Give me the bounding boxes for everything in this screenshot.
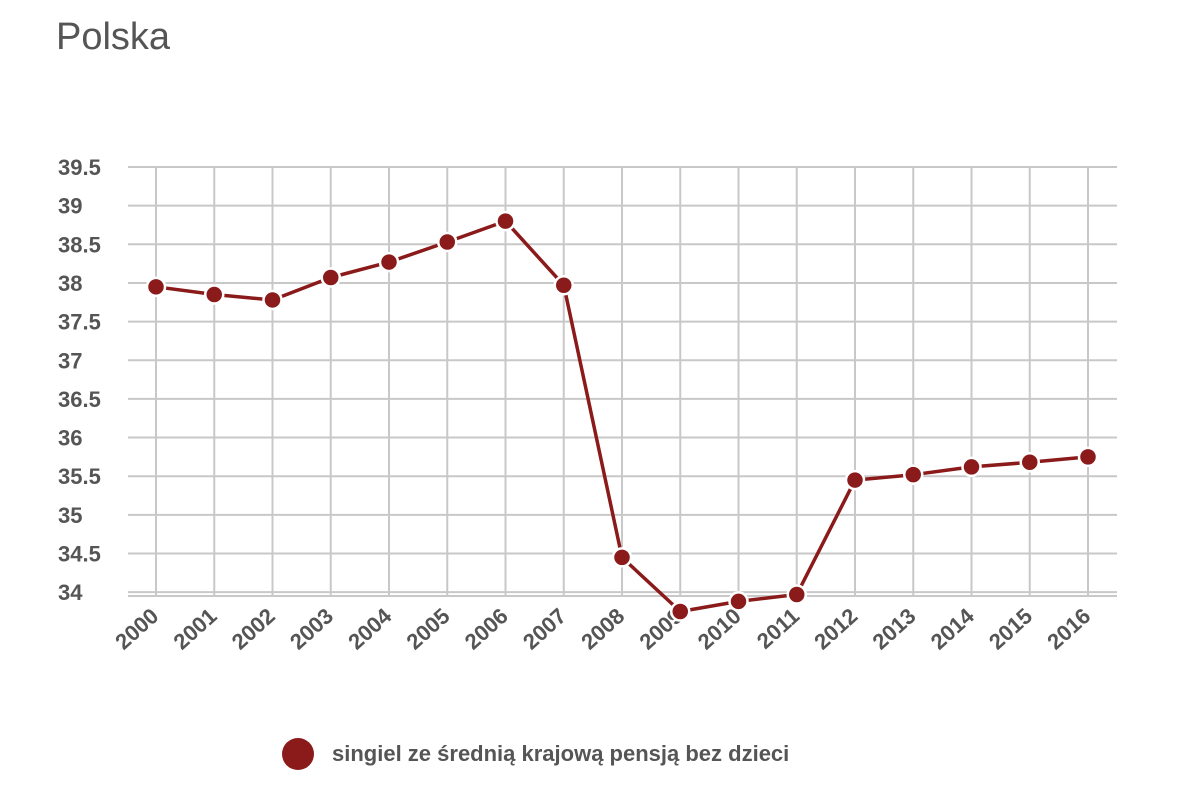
x-tick-label: 2006 — [460, 603, 513, 654]
y-tick-label: 38 — [58, 271, 82, 296]
data-point — [495, 210, 516, 232]
y-tick-label: 34 — [58, 580, 83, 605]
x-tick-label: 2004 — [343, 603, 397, 655]
x-tick-label: 2001 — [168, 603, 221, 654]
page-title: Polska — [56, 16, 171, 58]
x-tick-label: 2003 — [285, 603, 338, 654]
data-point — [786, 584, 807, 605]
x-tick-label: 2005 — [401, 603, 454, 654]
chart-legend: singiel ze średnią krajową pensją bez dz… — [282, 738, 789, 770]
x-tick-label: 2013 — [867, 603, 920, 654]
x-tick-label: 2011 — [752, 603, 804, 654]
y-tick-label: 38.5 — [58, 232, 101, 257]
x-tick-label: 2016 — [1042, 603, 1095, 654]
data-point — [320, 267, 341, 288]
chart-grid — [128, 166, 1117, 597]
y-tick-label: 35 — [58, 503, 82, 528]
data-point — [378, 251, 400, 273]
x-tick-label: 2008 — [576, 603, 629, 654]
x-tick-label: 2002 — [227, 603, 280, 654]
data-point — [844, 469, 866, 491]
data-point — [611, 547, 633, 568]
data-point — [961, 456, 982, 478]
x-tick-label: 2012 — [809, 603, 862, 654]
data-point — [1077, 446, 1099, 468]
y-tick-label: 34.5 — [58, 542, 101, 567]
series-layer — [145, 210, 1099, 622]
data-point — [670, 601, 691, 622]
y-tick-label: 35.5 — [58, 464, 101, 489]
legend-label: singiel ze średnią krajową pensją bez dz… — [332, 741, 790, 766]
x-tick-label: 2007 — [518, 603, 571, 654]
y-tick-label: 37 — [58, 348, 82, 373]
x-tick-label: 2014 — [926, 603, 980, 655]
data-point — [437, 231, 458, 253]
y-tick-label: 36.5 — [58, 387, 101, 412]
y-tick-label: 39 — [58, 194, 82, 219]
data-point — [728, 591, 749, 612]
data-point — [903, 464, 924, 485]
x-tick-label: 2015 — [984, 603, 1037, 654]
y-axis-ticks: 39.5 39 38.5 38 37.5 37 36.5 36 35.5 35 34.5 34 — [58, 155, 101, 605]
data-point — [262, 289, 283, 311]
y-tick-label: 39.5 — [58, 155, 101, 180]
data-point — [553, 275, 574, 296]
data-point — [1019, 452, 1040, 473]
y-tick-label: 36 — [58, 426, 82, 451]
y-tick-label: 37.5 — [58, 310, 101, 335]
legend-marker-icon — [282, 738, 314, 770]
data-point — [145, 276, 167, 298]
x-axis-ticks: 2000 2001 2002 2003 2004 2005 2006 2007 2008 2009… — [110, 603, 1095, 655]
x-tick-label: 2000 — [110, 603, 163, 654]
data-point — [204, 284, 225, 305]
